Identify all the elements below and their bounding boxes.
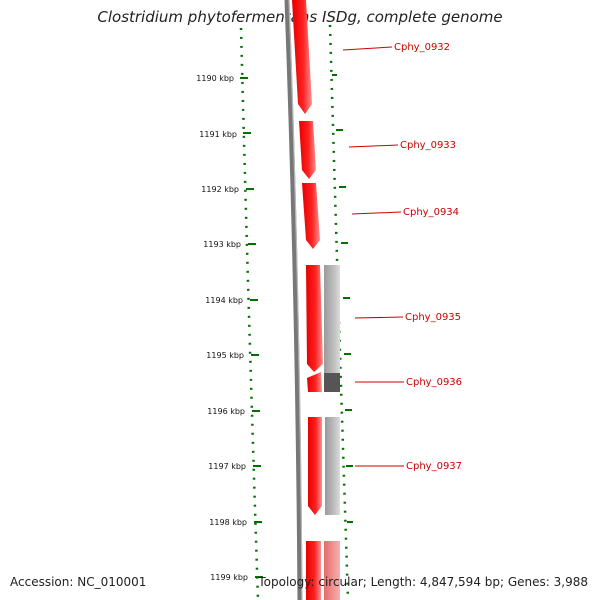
track-segment (324, 265, 340, 373)
gene-label[interactable]: Cphy_0932 (394, 42, 450, 53)
label-leader (342, 46, 393, 51)
gene-label[interactable]: Cphy_0937 (406, 461, 462, 472)
secondary-track (324, 265, 340, 600)
tick-label: 1191 kbp (199, 130, 237, 139)
gene-feature[interactable] (307, 372, 322, 392)
tick-label: 1197 kbp (208, 462, 246, 471)
gene-labels: Cphy_0932 Cphy_0933 Cphy_0934 Cphy_0935 … (342, 42, 462, 472)
track-segment (324, 541, 340, 600)
tick-label: 1192 kbp (201, 185, 239, 194)
gene-feature[interactable] (299, 121, 316, 179)
tick-label: 1199 kbp (210, 573, 248, 582)
tick-label: 1198 kbp (209, 518, 247, 527)
track-segment (324, 373, 340, 392)
gene-label[interactable]: Cphy_0933 (400, 140, 456, 151)
gene-feature[interactable] (302, 183, 320, 249)
genome-backbone (284, 0, 303, 600)
label-leader (354, 316, 404, 319)
gene-feature[interactable] (292, 0, 312, 114)
gene-label[interactable]: Cphy_0936 (406, 377, 462, 388)
gene-label[interactable]: Cphy_0935 (405, 312, 461, 323)
gene-feature[interactable] (306, 265, 323, 372)
gene-track (292, 0, 323, 600)
tick-label: 1190 kbp (196, 74, 234, 83)
tick-group: 1190 kbp 1191 kbp 1192 kbp 1193 kbp 1194… (196, 74, 263, 582)
genome-summary: Topology: circular; Length: 4,847,594 bp… (258, 575, 588, 589)
gene-feature[interactable] (308, 417, 322, 515)
label-leader (348, 144, 399, 148)
track-segment (325, 417, 340, 515)
tick-label: 1193 kbp (203, 240, 241, 249)
gene-feature[interactable] (306, 541, 321, 600)
tick-label: 1195 kbp (206, 351, 244, 360)
tick-label: 1194 kbp (205, 296, 243, 305)
tick-label: 1196 kbp (207, 407, 245, 416)
gene-label[interactable]: Cphy_0934 (403, 207, 459, 218)
minor-ticks (332, 74, 353, 523)
label-leader (351, 211, 402, 215)
outer-tick-ring (239, 27, 260, 600)
accession-text: Accession: NC_010001 (10, 575, 147, 589)
